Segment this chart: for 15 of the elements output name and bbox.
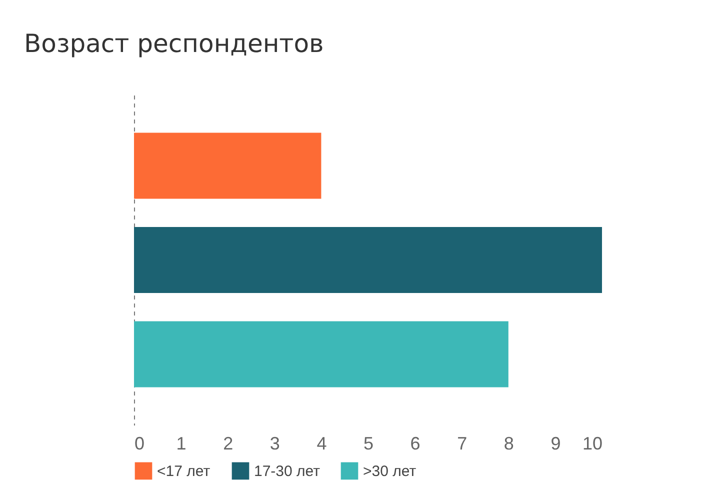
legend-label: 17-30 лет (254, 462, 320, 480)
legend-label: <17 лет (157, 462, 210, 480)
x-tick-label: 4 (316, 434, 327, 454)
x-tick-label: 9 (550, 434, 561, 454)
x-tick-label: 0 (134, 434, 145, 454)
x-tick-label: 7 (457, 434, 468, 454)
x-tick-label: 10 (582, 434, 602, 454)
legend-label: >30 лет (363, 462, 416, 480)
chart-title: Возраст респондентов (24, 29, 324, 58)
x-tick-label: 5 (363, 434, 374, 454)
x-tick-label: 2 (223, 434, 234, 454)
x-tick-label: 1 (176, 434, 186, 454)
x-tick-label: 3 (270, 434, 280, 454)
x-tick-label: 6 (410, 434, 420, 454)
x-tick-label: 8 (504, 434, 514, 454)
